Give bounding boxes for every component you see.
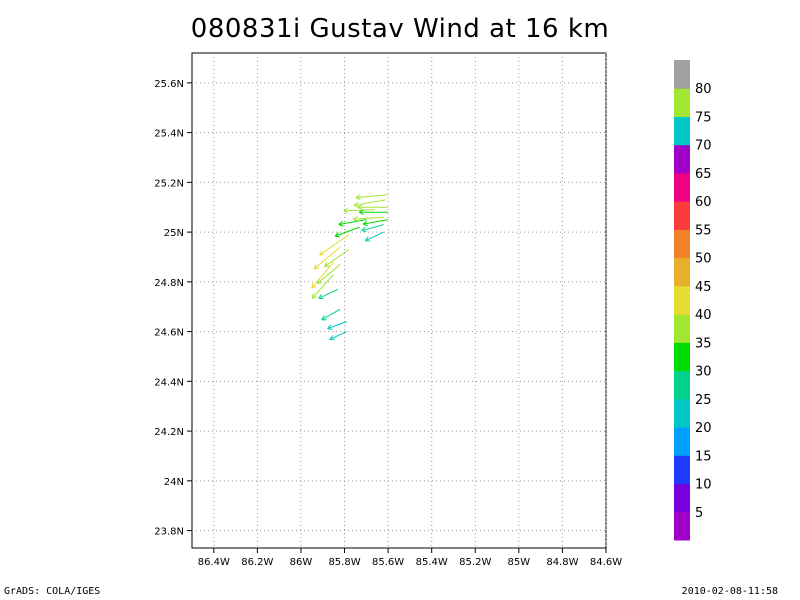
grid-lines bbox=[192, 53, 607, 548]
colorbar-segment bbox=[674, 257, 690, 287]
colorbar-segment bbox=[674, 398, 690, 428]
lat-tick-label: 25.6N bbox=[154, 79, 184, 90]
lat-tick-label: 25.2N bbox=[154, 178, 184, 189]
lon-tick-label: 85.6W bbox=[372, 557, 404, 568]
chart-title: 080831i Gustav Wind at 16 km bbox=[190, 14, 610, 44]
lon-tick-label: 85W bbox=[508, 557, 531, 568]
colorbar-label: 50 bbox=[695, 252, 712, 267]
wind-vector bbox=[327, 321, 347, 330]
wind-vector bbox=[321, 308, 341, 321]
colorbar-label: 75 bbox=[695, 110, 712, 125]
lon-tick-label: 86.4W bbox=[198, 557, 230, 568]
wind-vector bbox=[318, 288, 339, 300]
wind-vector bbox=[361, 224, 384, 233]
wind-vectors bbox=[311, 194, 389, 341]
colorbar-label: 5 bbox=[695, 506, 703, 521]
wind-vector bbox=[364, 231, 384, 242]
plot-frame bbox=[191, 52, 607, 549]
wind-vector bbox=[353, 199, 387, 208]
wind-vector bbox=[343, 207, 376, 214]
lon-tick-label: 85.4W bbox=[416, 557, 448, 568]
lat-tick-label: 24.4N bbox=[154, 377, 184, 388]
wind-vector bbox=[334, 226, 360, 238]
colorbar-label: 40 bbox=[695, 308, 712, 323]
lat-tick-label: 24N bbox=[164, 477, 184, 488]
colorbar-label: 60 bbox=[695, 195, 712, 210]
wind-vector bbox=[338, 219, 367, 227]
colorbar-label: 20 bbox=[695, 421, 712, 436]
lon-tick-label: 84.6W bbox=[590, 557, 622, 568]
colorbar-segment bbox=[674, 370, 690, 400]
lat-tick-label: 25N bbox=[164, 228, 184, 239]
colorbar-label: 10 bbox=[695, 478, 712, 493]
colorbar-segment bbox=[674, 455, 690, 485]
colorbar-label: 25 bbox=[695, 393, 712, 408]
lat-tick-label: 24.8N bbox=[154, 278, 184, 289]
colorbar-segment bbox=[674, 201, 690, 230]
wind-vector bbox=[358, 209, 389, 216]
colorbar-segment bbox=[674, 427, 690, 456]
lat-tick-label: 24.2N bbox=[154, 427, 184, 438]
wind-vector bbox=[362, 219, 389, 227]
colorbar-segment bbox=[674, 60, 690, 89]
lat-tick-label: 25.4N bbox=[154, 129, 184, 140]
footer-credit: GrADS: COLA/IGES bbox=[4, 586, 101, 597]
lat-tick-label: 24.6N bbox=[154, 328, 184, 339]
lon-tick-label: 85.8W bbox=[328, 557, 360, 568]
lon-ticks: 86.4W 86.2W 86W 85.8W 85.6W 85.4W 85.2W 85W 84.8… bbox=[198, 548, 622, 568]
colorbar-segment bbox=[674, 483, 690, 513]
colorbar-label: 55 bbox=[695, 223, 712, 238]
wind-vector bbox=[311, 261, 335, 289]
colorbar-label: 15 bbox=[695, 449, 712, 464]
colorbar-segment bbox=[674, 144, 690, 174]
colorbar: 5 10 15 20 25 30 35 40 45 50 55 60 65 70 75 80 bbox=[674, 60, 712, 541]
wind-vector bbox=[316, 264, 341, 285]
lon-tick-label: 84.8W bbox=[546, 557, 578, 568]
colorbar-segment bbox=[674, 511, 690, 541]
colorbar-segment bbox=[674, 285, 690, 315]
lat-ticks: 25.6N 25.4N 25.2N 25N 24.8N 24.6N 24.4N 24.2N 24… bbox=[154, 79, 192, 538]
wind-vector bbox=[329, 331, 347, 341]
colorbar-label: 30 bbox=[695, 365, 712, 380]
wind-vector bbox=[319, 234, 350, 256]
colorbar-label: 70 bbox=[695, 139, 712, 154]
wind-vector bbox=[311, 274, 335, 299]
wind-vector bbox=[355, 194, 389, 201]
colorbar-segment bbox=[674, 342, 690, 372]
lat-tick-label: 23.8N bbox=[154, 527, 184, 538]
lon-tick-label: 86W bbox=[290, 557, 313, 568]
colorbar-segment bbox=[674, 314, 690, 343]
lon-tick-label: 85.2W bbox=[459, 557, 491, 568]
wind-vector bbox=[313, 246, 341, 270]
colorbar-segment bbox=[674, 88, 690, 117]
colorbar-segment bbox=[674, 116, 690, 146]
colorbar-label: 45 bbox=[695, 280, 712, 295]
colorbar-label: 65 bbox=[695, 167, 712, 182]
colorbar-segment bbox=[674, 229, 690, 259]
colorbar-label: 80 bbox=[695, 82, 712, 97]
footer-timestamp: 2010-02-08-11:58 bbox=[681, 586, 778, 597]
colorbar-segment bbox=[674, 172, 690, 202]
wind-vector bbox=[357, 204, 389, 211]
lon-tick-label: 86.2W bbox=[241, 557, 273, 568]
wind-vector bbox=[324, 249, 350, 268]
colorbar-label: 35 bbox=[695, 336, 712, 351]
